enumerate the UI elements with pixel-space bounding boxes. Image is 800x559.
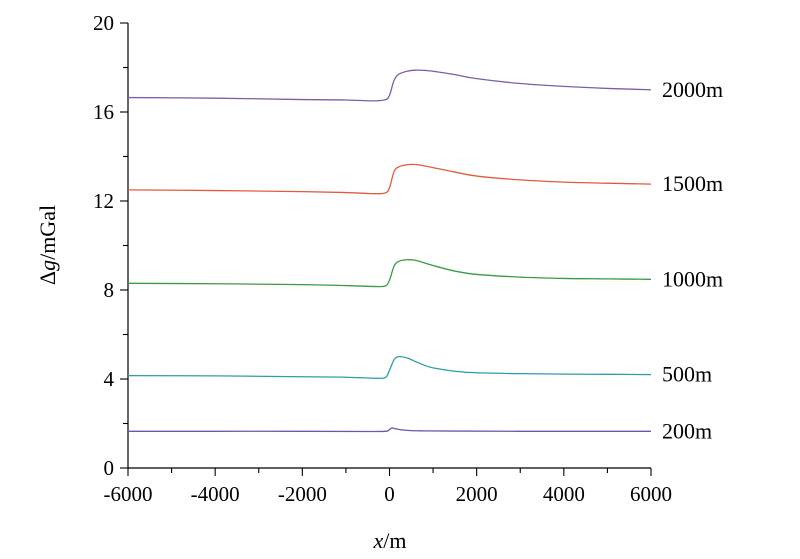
x-tick-label: -4000 <box>191 482 240 506</box>
y-tick-label: 20 <box>93 11 114 35</box>
series-line-2000m <box>127 69 652 102</box>
y-axis-title: Δg/mGal <box>35 205 60 285</box>
x-tick-label: 2000 <box>456 482 498 506</box>
y-tick-label: 4 <box>104 367 115 391</box>
x-axis-title: x/m <box>373 528 407 553</box>
x-tick-label: 0 <box>384 482 395 506</box>
y-tick-label: 8 <box>104 278 115 302</box>
x-tick-label: 4000 <box>543 482 585 506</box>
axes: 0 4 8 12 16 20 -6000 -4000 -2000 0 2000 4000 6000 <box>93 11 672 506</box>
series-line-200m <box>127 427 652 433</box>
y-tick-label: 16 <box>93 100 114 124</box>
series-line-500m <box>127 356 652 380</box>
x-tick-label: -2000 <box>278 482 327 506</box>
x-tick-label: 6000 <box>630 482 672 506</box>
series-line-1000m <box>127 259 652 288</box>
series-labels: 2000m 1500m 1000m 500m 200m <box>662 77 723 444</box>
series-line-1500m <box>127 163 652 195</box>
y-tick-label: 12 <box>93 189 114 213</box>
series-label-2000m: 2000m <box>662 77 723 102</box>
series-label-200m: 200m <box>662 418 712 443</box>
series-label-1500m: 1500m <box>662 171 723 196</box>
y-tick-label: 0 <box>104 456 115 480</box>
x-tick-label: -6000 <box>104 482 153 506</box>
series-lines <box>127 69 652 433</box>
series-label-1000m: 1000m <box>662 266 723 291</box>
series-label-500m: 500m <box>662 362 712 387</box>
